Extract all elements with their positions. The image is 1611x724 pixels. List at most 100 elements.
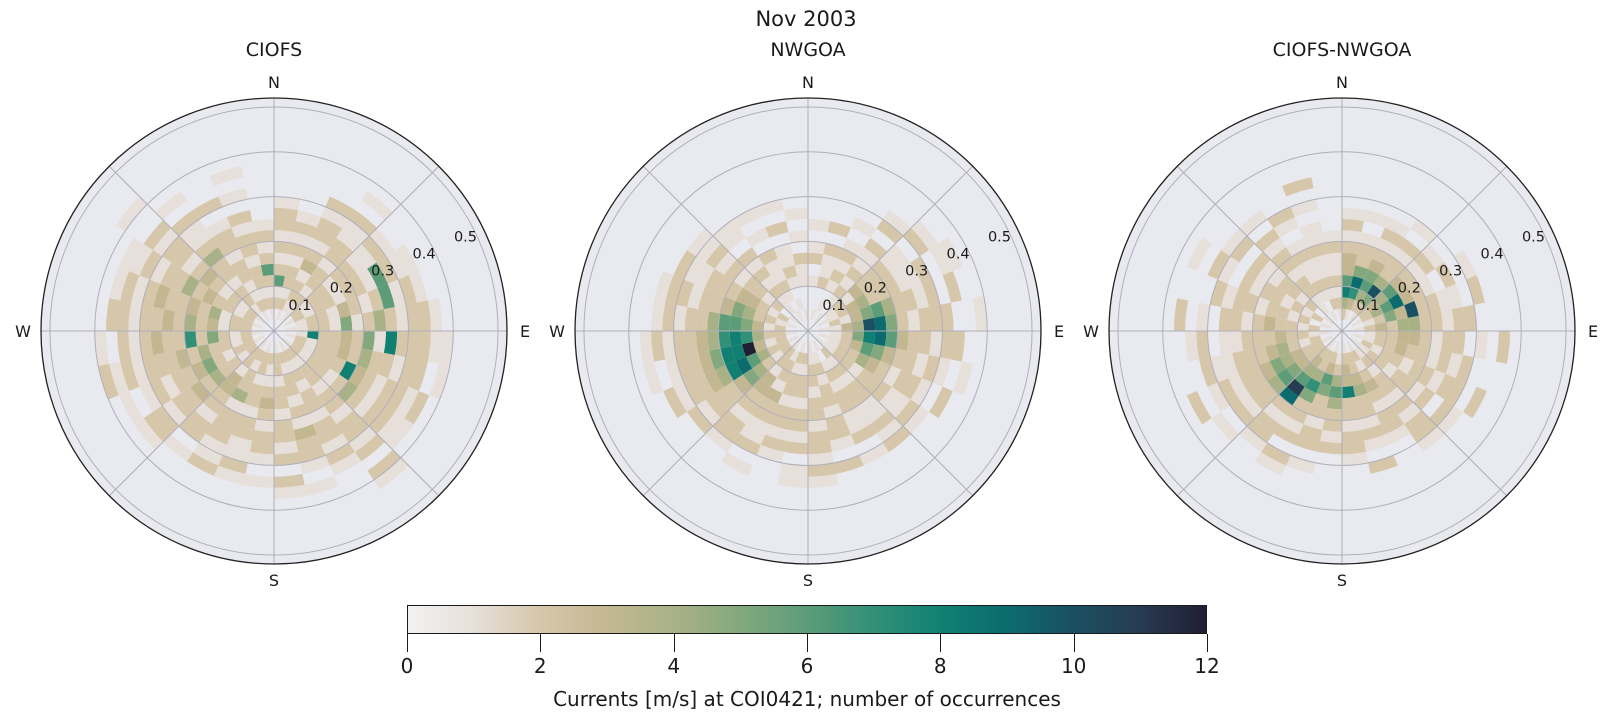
histogram-cell xyxy=(1333,286,1342,299)
histogram-cell xyxy=(274,363,283,376)
histogram-cell xyxy=(1276,341,1291,357)
histogram-cell xyxy=(211,227,236,248)
histogram-cell xyxy=(350,331,364,349)
histogram-cell xyxy=(825,368,840,383)
histogram-cell xyxy=(1363,434,1390,452)
histogram-cell xyxy=(1285,237,1308,257)
angular-gridline xyxy=(807,330,974,497)
histogram-cell xyxy=(284,326,297,331)
histogram-cell xyxy=(794,385,808,399)
histogram-cell xyxy=(950,331,965,362)
histogram-cell xyxy=(226,434,253,452)
histogram-cell xyxy=(171,209,200,236)
histogram-cell xyxy=(284,333,296,340)
histogram-cell xyxy=(311,378,330,397)
polar-outline xyxy=(40,97,508,565)
histogram-cell xyxy=(1357,243,1377,259)
histogram-cell xyxy=(752,265,771,284)
histogram-cell xyxy=(1329,310,1338,322)
histogram-cell xyxy=(280,312,290,324)
histogram-cell xyxy=(1309,335,1322,344)
histogram-cell xyxy=(903,405,930,434)
histogram-cell xyxy=(325,341,340,357)
histogram-cell xyxy=(267,352,274,365)
histogram-cell xyxy=(234,284,250,300)
histogram-cell xyxy=(1383,339,1397,353)
histogram-cell xyxy=(1360,354,1374,369)
histogram-cell xyxy=(202,394,225,415)
histogram-cell xyxy=(255,299,266,313)
histogram-cell xyxy=(673,304,688,331)
histogram-cell xyxy=(812,340,821,352)
histogram-cell xyxy=(186,296,202,316)
histogram-cell xyxy=(286,303,298,316)
histogram-cell xyxy=(1397,287,1415,306)
histogram-cell xyxy=(1259,361,1277,381)
histogram-cell xyxy=(808,385,822,399)
histogram-cell xyxy=(206,317,220,331)
histogram-cell xyxy=(821,393,839,408)
histogram-cell xyxy=(1388,293,1405,310)
histogram-cell xyxy=(209,166,244,187)
histogram-cell xyxy=(695,331,710,353)
histogram-cell xyxy=(840,322,853,331)
histogram-cell xyxy=(1416,365,1436,388)
histogram-cell xyxy=(263,374,274,388)
histogram-cell xyxy=(131,275,150,305)
histogram-cell xyxy=(236,268,253,285)
histogram-cell xyxy=(300,455,330,474)
colorbar-tick-label: 0 xyxy=(400,654,414,678)
histogram-cell xyxy=(261,298,270,311)
histogram-cell xyxy=(395,386,419,419)
histogram-cell xyxy=(779,462,808,477)
histogram-cell xyxy=(305,337,318,349)
histogram-cell xyxy=(383,306,398,331)
histogram-cell xyxy=(1342,429,1364,444)
histogram-cell xyxy=(1440,309,1455,331)
histogram-cell xyxy=(1384,217,1411,238)
histogram-cell xyxy=(311,265,330,284)
histogram-cell xyxy=(320,293,337,310)
histogram-cell xyxy=(218,188,248,207)
histogram-cell xyxy=(1348,287,1360,300)
histogram-cell xyxy=(295,324,308,331)
histogram-cell xyxy=(801,352,808,365)
histogram-cell xyxy=(1290,348,1305,363)
histogram-cell xyxy=(1324,362,1336,375)
histogram-cell xyxy=(342,219,370,244)
histogram-cell xyxy=(230,313,243,325)
histogram-cell xyxy=(1232,350,1249,374)
histogram-cell xyxy=(289,343,302,355)
histogram-cell xyxy=(152,228,179,257)
histogram-cell xyxy=(1254,452,1287,476)
histogram-cell xyxy=(790,407,808,421)
histogram-cell xyxy=(835,343,850,356)
histogram-cell xyxy=(1372,396,1392,414)
histogram-cell xyxy=(1210,279,1229,307)
histogram-cell xyxy=(1416,274,1436,297)
histogram-cell xyxy=(834,455,864,474)
histogram-cell xyxy=(1328,263,1342,277)
histogram-cell xyxy=(361,191,393,221)
histogram-cell xyxy=(696,399,721,427)
histogram-cell xyxy=(94,331,110,366)
histogram-cell xyxy=(766,306,781,319)
histogram-cell xyxy=(845,265,864,284)
histogram-cell xyxy=(1429,331,1443,351)
histogram-cell xyxy=(1367,386,1386,404)
histogram-cell xyxy=(1410,418,1438,443)
histogram-cell xyxy=(269,308,274,321)
histogram-cell xyxy=(249,289,262,304)
histogram-cell xyxy=(317,256,338,276)
histogram-cell xyxy=(1413,387,1436,411)
histogram-cell xyxy=(297,299,312,313)
histogram-cell xyxy=(164,350,181,374)
histogram-cell xyxy=(263,274,274,288)
histogram-cell xyxy=(1196,302,1211,331)
histogram-cell xyxy=(1331,274,1342,288)
histogram-cell xyxy=(901,262,922,289)
histogram-cell xyxy=(134,418,164,450)
histogram-cell xyxy=(808,241,826,255)
histogram-cell xyxy=(901,373,922,400)
histogram-cell xyxy=(1342,218,1364,233)
